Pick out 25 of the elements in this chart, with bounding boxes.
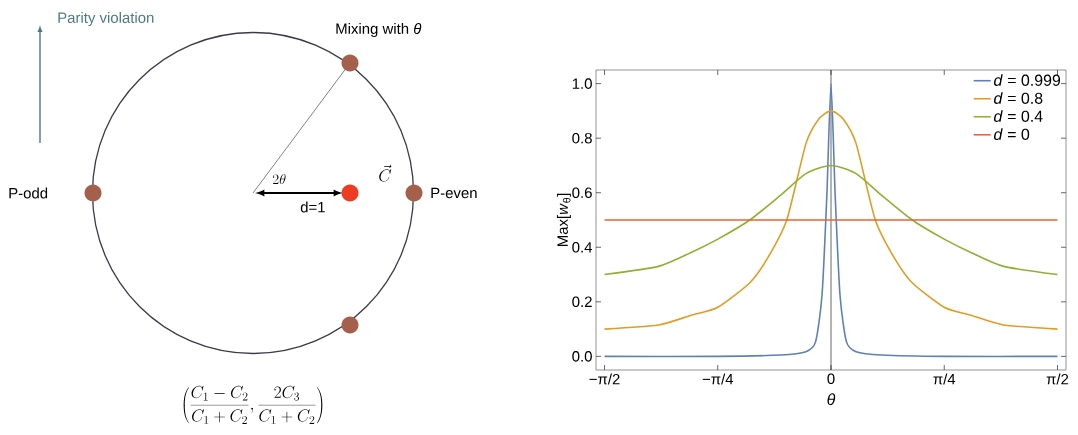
text: P-even [431,187,477,199]
x-tick-label: π/4 [933,373,956,385]
y-axis-title: Max[w$_{θ}$] [556,193,571,246]
y-tick-label: 0.2 [572,296,592,308]
y-tick-label: 0.8 [572,132,592,144]
legend-label: d = 0 [994,128,1030,140]
text: d=1 [300,201,325,213]
legend-label: d = 0.999 [994,74,1061,86]
y-tick-label: 0.4 [572,241,593,253]
x-tick-label: −π/4 [702,373,734,385]
x-tick-label: 0 [827,373,835,385]
text: $2\theta$ [272,173,286,185]
text: P-odd [9,187,48,199]
text: $\left(\frac{C_1-C_2}{C_1+C_2},\frac{2C_3}{C_1+C_2}\right)$ [183,385,323,424]
x-axis-title: θ [827,393,836,406]
legend-label: d = 0.8 [994,92,1043,104]
y-tick-label: 1.0 [572,78,592,89]
x-tick-label: −π/2 [589,373,620,385]
text: Mixing with θ [336,23,422,37]
text: Parity violation [58,12,154,26]
text: $\vec{C}$ [379,164,392,182]
x-tick-label: π/2 [1046,373,1069,385]
y-tick-label: 0.0 [572,351,592,362]
y-tick-label: 0.6 [572,187,592,199]
legend-label: d = 0.4 [994,110,1043,122]
